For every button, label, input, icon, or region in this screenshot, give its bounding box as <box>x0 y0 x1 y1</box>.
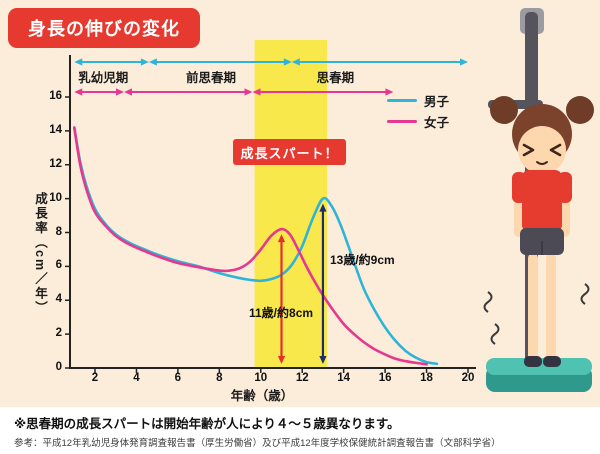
boys-line-swatch <box>387 99 417 102</box>
axis-tick-label: 6 <box>174 372 182 384</box>
face <box>518 126 566 174</box>
mouth <box>536 161 548 165</box>
reference-note: 参考：平成12年乳幼児身体発育調査報告書（厚生労働省）及び平成12年度学校保健統… <box>14 438 501 449</box>
footnote-area: ※思春期の成長スパートは開始年齢が人により４～５歳異なります。 参考：平成12年… <box>0 407 600 454</box>
growth-spurt-band <box>254 40 328 368</box>
left-eye-closed <box>522 143 535 157</box>
hair-bun-right-icon <box>566 96 594 124</box>
x-axis-label: 年齢（歳） <box>230 389 294 403</box>
growth-spurt-callout: 成長スパート！ <box>233 139 346 165</box>
title-banner: 身長の伸びの変化 <box>8 8 200 48</box>
strain-squiggle-icon <box>490 323 500 345</box>
axis-tick-label: 6 <box>55 259 62 272</box>
axis-tick-label: 10 <box>254 372 268 384</box>
boys-curve <box>73 126 439 366</box>
axis-tick-label: 14 <box>49 123 62 136</box>
hair-bun-left-icon <box>490 96 518 124</box>
legend-boys-label: 男子 <box>424 95 450 109</box>
axis-tick-label: 10 <box>49 191 62 204</box>
y-axis-label: 成長率（cm／年） <box>33 192 47 316</box>
axis-tick-label: 18 <box>420 372 433 384</box>
axis-tick-label: 8 <box>216 372 223 384</box>
girl-height-measurement-illustration <box>483 8 594 392</box>
annotation-girls-peak: 11歳/約8cm <box>249 306 314 320</box>
period-label-puberty: 思春期 <box>316 71 355 85</box>
right-arm <box>561 200 570 237</box>
axis-tick-label: 4 <box>133 372 140 384</box>
axis-tick-label: 2 <box>91 372 99 384</box>
axis-tick-label: 14 <box>337 372 351 384</box>
left-leg <box>528 253 538 361</box>
axis-tick-label: 2 <box>55 327 62 340</box>
left-shoe <box>524 356 542 367</box>
legend-row-girls: 女子 <box>387 111 449 132</box>
axis-tick-label: 16 <box>378 372 392 384</box>
legend-girls-label: 女子 <box>424 116 450 130</box>
period-label-prepuberty: 前思春期 <box>186 71 237 85</box>
annotation-boys-peak: 13歳/約9cm <box>330 253 395 267</box>
period-label-infancy: 乳幼児期 <box>78 71 129 85</box>
right-leg <box>546 253 556 361</box>
axis-tick-label: 12 <box>49 157 62 170</box>
strain-squiggle-icon <box>483 291 493 313</box>
chart-legend: 男子 女子 <box>387 90 449 132</box>
footnote: ※思春期の成長スパートは開始年齢が人により４～５歳異なります。 <box>14 417 400 431</box>
axis-tick-label: 8 <box>55 225 62 238</box>
strain-squiggle-icon <box>580 283 590 305</box>
shirt <box>522 170 562 232</box>
axis-tick-label: 0 <box>55 361 62 373</box>
axis-tick-label: 16 <box>49 90 62 102</box>
right-shoe <box>543 356 561 367</box>
left-arm <box>514 200 523 237</box>
axis-tick-label: 4 <box>55 293 62 306</box>
girls-line-swatch <box>387 120 417 123</box>
girls-curve <box>73 126 428 366</box>
axis-tick-label: 12 <box>295 372 309 384</box>
right-eye-closed <box>549 143 562 157</box>
legend-row-boys: 男子 <box>387 90 449 111</box>
axis-tick-label: 20 <box>461 372 475 384</box>
